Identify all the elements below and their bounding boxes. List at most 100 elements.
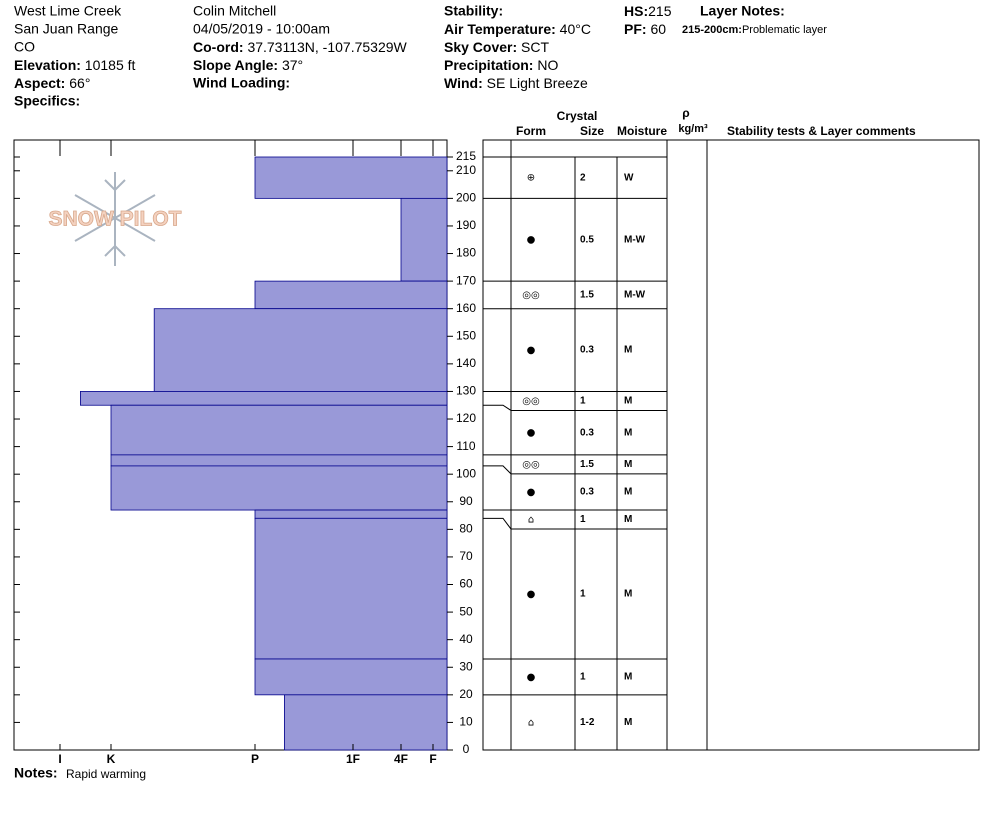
moisture: M xyxy=(624,396,632,407)
form: ⌂ xyxy=(528,515,534,526)
x-tick-label: 1F xyxy=(346,752,360,766)
value: 40°C xyxy=(560,21,591,37)
label: Sky Cover: xyxy=(444,39,517,55)
notes-text: Rapid warming xyxy=(66,767,146,781)
form: ● xyxy=(527,487,536,498)
col-crystal: Crystal xyxy=(557,109,598,123)
value: 66° xyxy=(69,75,90,91)
logo-text: SNOW PILOT xyxy=(49,208,182,231)
form: ● xyxy=(527,345,536,356)
value: SE Light Breeze xyxy=(487,75,588,91)
y-tick-label: 150 xyxy=(456,328,476,342)
x-tick-label: P xyxy=(251,752,259,766)
y-tick-label: 60 xyxy=(459,577,473,591)
hardness-bar xyxy=(283,694,448,751)
size: 1.5 xyxy=(580,459,594,470)
label: Air Temperature: xyxy=(444,21,556,37)
x-tick-label: 4F xyxy=(394,752,408,766)
layer-notes-label: Layer Notes: xyxy=(700,3,785,19)
moisture: M xyxy=(624,514,632,525)
specifics: Specifics: xyxy=(14,93,80,109)
hardness-bar xyxy=(254,280,448,310)
y-tick-label: 70 xyxy=(459,549,473,563)
y-tick-label: 190 xyxy=(456,218,476,232)
precip: Precipitation: NO xyxy=(444,57,558,73)
label: PF: xyxy=(624,21,647,37)
y-tick-label: 30 xyxy=(459,659,473,673)
value: SCT xyxy=(521,39,549,55)
elevation: Elevation: 10185 ft xyxy=(14,57,136,73)
x-tick-label: K xyxy=(107,752,116,766)
moisture: M xyxy=(624,672,632,683)
y-tick-label: 20 xyxy=(459,687,473,701)
y-tick-label: 160 xyxy=(456,301,476,315)
label: Elevation: xyxy=(14,57,81,73)
datetime: 04/05/2019 - 10:00am xyxy=(193,21,330,37)
col-density: kg/m³ xyxy=(678,123,708,135)
y-tick-label: 110 xyxy=(456,439,475,453)
y-tick-label: 170 xyxy=(456,273,476,287)
y-tick-label: 90 xyxy=(459,494,473,508)
coord: Co-ord: 37.73113N, -107.75329W xyxy=(193,39,408,55)
label: Aspect: xyxy=(14,75,65,91)
state: CO xyxy=(14,39,35,55)
layer-note: 215-200cm:Problematic layer xyxy=(682,24,827,36)
pf: PF: 60 xyxy=(624,21,666,37)
hardness-bar xyxy=(110,404,448,456)
moisture: M xyxy=(624,345,632,356)
y-tick-label: 120 xyxy=(456,411,476,425)
hardness-bar xyxy=(153,308,448,392)
value: 37° xyxy=(282,57,303,73)
table-frame xyxy=(482,139,980,751)
sky: Sky Cover: SCT xyxy=(444,39,549,55)
x-tick-label: F xyxy=(429,752,436,766)
moisture: W xyxy=(624,172,634,183)
y-tick-label: 130 xyxy=(456,384,476,398)
size: 0.3 xyxy=(580,427,594,438)
col-size: Size xyxy=(580,124,604,138)
hs: HS:215 xyxy=(624,3,672,19)
row-connector xyxy=(483,404,512,411)
form: ⊕ xyxy=(527,173,535,184)
moisture: M xyxy=(624,589,632,600)
moisture: M-W xyxy=(624,290,646,301)
slope: Slope Angle: 37° xyxy=(193,57,303,73)
size: 0.3 xyxy=(580,487,594,498)
observer: Colin Mitchell xyxy=(193,3,276,19)
y-tick-label: 40 xyxy=(459,632,473,646)
size: 0.3 xyxy=(580,345,594,356)
col-moisture: Moisture xyxy=(617,124,667,138)
col-rho: ρ xyxy=(682,106,689,120)
size: 1 xyxy=(580,589,586,600)
hardness-bar xyxy=(400,197,448,282)
notes-label: Notes: xyxy=(14,765,58,781)
value: 215 xyxy=(648,3,672,19)
value: 60 xyxy=(650,21,666,37)
air-temp: Air Temperature: 40°C xyxy=(444,21,591,37)
value: NO xyxy=(537,57,558,73)
form: ● xyxy=(527,672,536,683)
y-tick-label: 0 xyxy=(463,742,470,756)
value: 10185 ft xyxy=(85,57,136,73)
form: ◎◎ xyxy=(522,459,539,470)
size: 1.5 xyxy=(580,290,594,301)
size: 0.5 xyxy=(580,234,594,245)
hardness-bar xyxy=(254,156,448,199)
label: Precipitation: xyxy=(444,57,533,73)
hardness-bar xyxy=(254,509,448,519)
wind-loading: Wind Loading: xyxy=(193,75,290,91)
form: ● xyxy=(527,235,536,246)
range: 215-200cm: xyxy=(682,24,742,36)
y-tick-label: 80 xyxy=(459,522,473,536)
value: 37.73113N, -107.75329W xyxy=(247,39,407,55)
site: West Lime Creek xyxy=(14,3,122,19)
size: 1-2 xyxy=(580,717,595,728)
form: ● xyxy=(527,428,536,439)
y-tick-label: 50 xyxy=(459,604,473,618)
y-tick-label: 180 xyxy=(456,246,476,260)
col-comments: Stability tests & Layer comments xyxy=(727,124,916,138)
hardness-bar xyxy=(80,391,448,406)
form: ● xyxy=(527,589,536,600)
